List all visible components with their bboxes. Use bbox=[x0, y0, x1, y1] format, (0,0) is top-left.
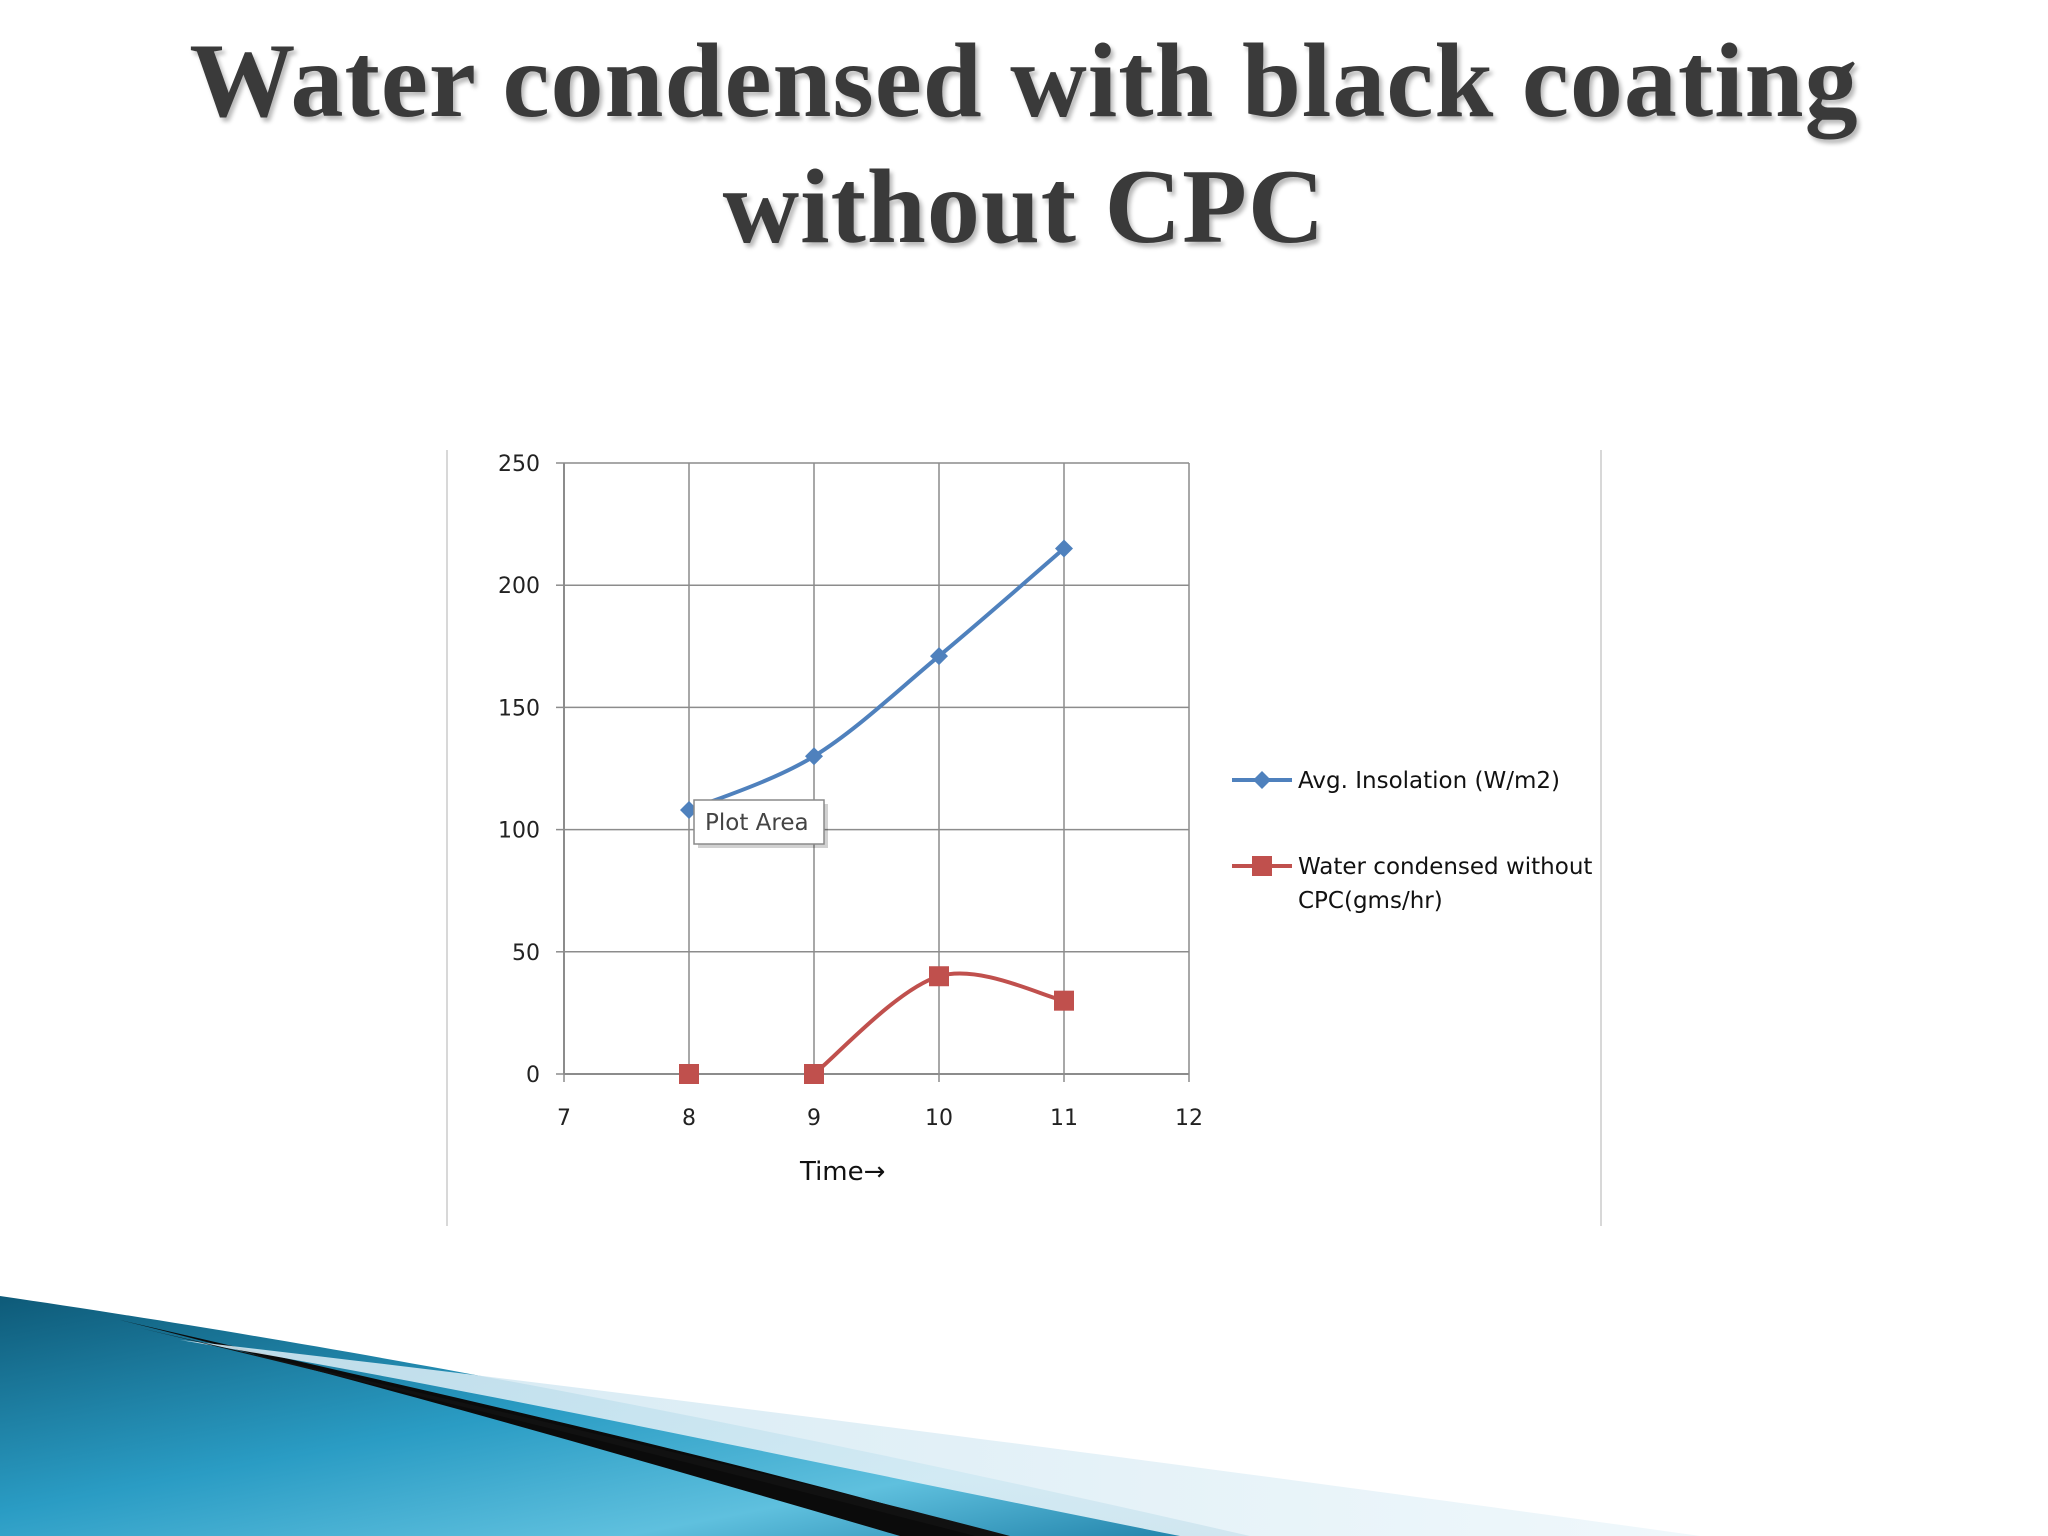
legend-series-2-label-line-2: CPC(gms/hr) bbox=[1298, 888, 1443, 914]
slide-decoration-swoosh bbox=[0, 1296, 1700, 1536]
x-axis-label: Time→ bbox=[799, 1157, 885, 1187]
series-1-line bbox=[688, 547, 1066, 812]
chart-frame[interactable]: 7 8 9 10 11 12 0 50 100 150 200 250 Time→ Avg. Insol… bbox=[446, 450, 1602, 1226]
legend-series-1-marker bbox=[1253, 771, 1271, 789]
slide-title: Water condensed with black coating witho… bbox=[0, 18, 2048, 270]
x-tick-label: 11 bbox=[1050, 1106, 1078, 1131]
x-tick-label: 7 bbox=[557, 1106, 571, 1131]
legend-series-1-label: Avg. Insolation (W/m2) bbox=[1298, 768, 1560, 794]
x-tick-label: 8 bbox=[682, 1106, 696, 1131]
y-tick-label: 200 bbox=[498, 574, 540, 599]
slide-title-line-1: Water condensed with black coating bbox=[189, 22, 1859, 139]
legend-series-2-marker bbox=[1252, 856, 1272, 876]
series-1-point bbox=[930, 647, 948, 666]
series-2-point bbox=[1054, 990, 1074, 1011]
series-1-point bbox=[1055, 539, 1073, 558]
y-tick-label: 250 bbox=[498, 452, 540, 477]
x-tick-label: 12 bbox=[1175, 1106, 1203, 1131]
series-2-point bbox=[929, 966, 949, 987]
y-tick-label: 0 bbox=[526, 1063, 540, 1088]
tooltip-text: Plot Area bbox=[705, 810, 809, 836]
series-2-point bbox=[804, 1064, 824, 1084]
y-tick-label: 150 bbox=[498, 696, 540, 721]
legend-series-2-label-line-1: Water condensed without bbox=[1298, 854, 1592, 880]
series-layer bbox=[679, 539, 1074, 1084]
legend-layer: Avg. Insolation (W/m2) Water condensed wi… bbox=[1232, 768, 1592, 914]
series-2-point bbox=[679, 1064, 699, 1084]
grid-layer bbox=[563, 462, 1190, 1075]
tooltip-box bbox=[693, 799, 825, 845]
y-tick-label: 100 bbox=[498, 819, 540, 844]
chart-svg[interactable]: 7 8 9 10 11 12 0 50 100 150 200 250 Time→ Avg. Insol… bbox=[448, 450, 1604, 1226]
slide-title-line-2: without CPC bbox=[722, 148, 1326, 265]
axis-layer: 7 8 9 10 11 12 0 50 100 150 200 250 Time→ bbox=[498, 452, 1203, 1187]
x-tick-label: 9 bbox=[807, 1106, 821, 1131]
series-1-point bbox=[805, 747, 823, 766]
x-tick-label: 10 bbox=[925, 1106, 953, 1131]
y-tick-label: 50 bbox=[512, 941, 540, 966]
tooltip-layer: Plot Area bbox=[693, 799, 828, 848]
